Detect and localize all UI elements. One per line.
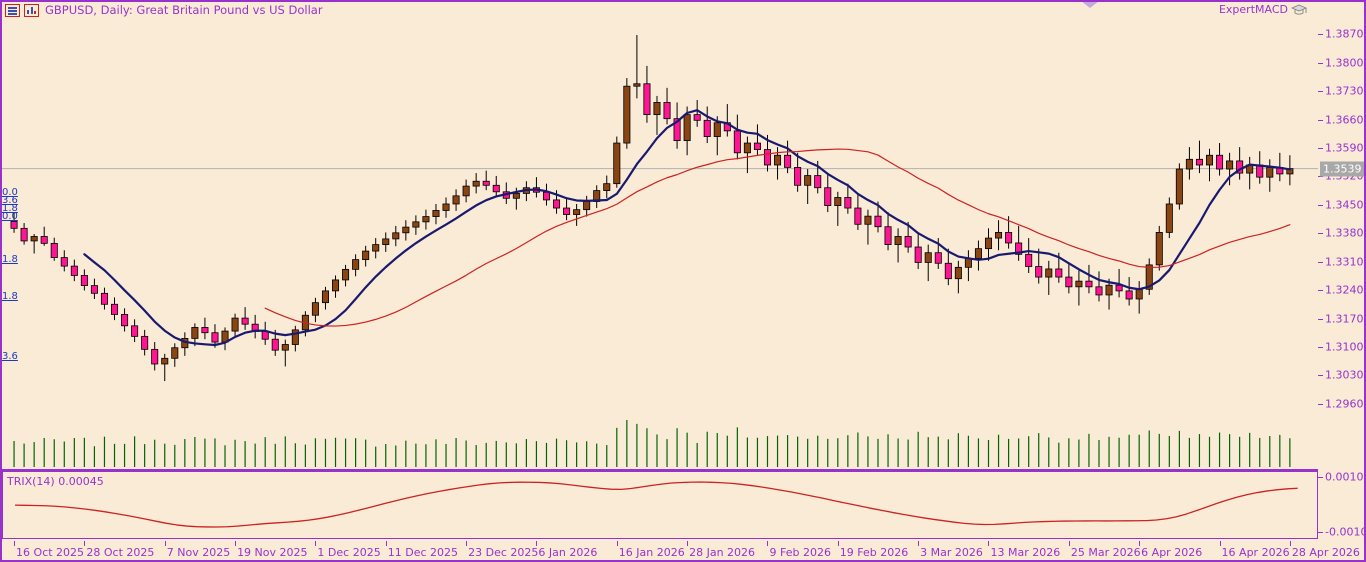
date-axis-label: 25 Mar 2026 xyxy=(1070,546,1141,559)
date-tick xyxy=(616,541,618,546)
date-tick xyxy=(164,541,166,546)
date-tick xyxy=(918,541,920,546)
price-tick xyxy=(1318,119,1323,121)
price-tick xyxy=(1318,375,1323,377)
price-axis-label: 1.3100 xyxy=(1325,340,1364,354)
date-axis-label: 1 Dec 2025 xyxy=(317,546,381,559)
date-tick xyxy=(988,541,990,546)
expert-advisor-label: ExpertMACD xyxy=(1218,3,1288,16)
date-axis-label: 3 Mar 2026 xyxy=(920,546,983,559)
price-axis-label: 1.3170 xyxy=(1325,312,1364,325)
date-axis-label: 28 Jan 2026 xyxy=(689,546,756,559)
date-axis-label: 6 Apr 2026 xyxy=(1141,546,1203,559)
date-axis-label: 9 Feb 2026 xyxy=(769,546,831,559)
price-axis-label: 1.3730 xyxy=(1325,84,1364,98)
price-axis[interactable]: 1.3870 1.3800 1.3730 1.3660 1.3590 1.3520 1.34… xyxy=(1318,0,1366,469)
date-axis-label: 16 Jan 2026 xyxy=(618,546,685,559)
price-tick xyxy=(1318,318,1323,320)
date-axis-label: 6 Jan 2026 xyxy=(538,546,598,559)
date-axis-label: 19 Feb 2026 xyxy=(839,546,909,559)
date-tick xyxy=(84,541,86,546)
price-tick xyxy=(1318,204,1323,206)
price-tick xyxy=(1318,34,1323,36)
price-axis-label: 1.3870 xyxy=(1325,27,1364,41)
trix-indicator-pane[interactable]: TRIX(14) 0.00045 xyxy=(2,471,1318,539)
current-price-badge: 1.3539 xyxy=(1320,161,1366,177)
price-tick xyxy=(1318,147,1323,149)
date-axis-label: 28 Apr 2026 xyxy=(1291,546,1360,559)
triangle-marker-icon xyxy=(1081,1,1099,8)
level-label: 1.8 xyxy=(2,254,18,265)
level-label: 0.0 xyxy=(2,211,18,222)
date-tick xyxy=(536,541,538,546)
date-axis-label: 13 Mar 2026 xyxy=(990,546,1061,559)
price-tick xyxy=(1318,261,1323,263)
indicator-axis-label: -0.00106 xyxy=(1325,525,1366,539)
date-tick xyxy=(687,541,689,546)
date-axis-label: 28 Oct 2025 xyxy=(86,546,155,559)
page-title: GBPUSD, Daily: Great Britain Pound vs US… xyxy=(45,3,323,17)
date-axis-label: 11 Dec 2025 xyxy=(387,546,459,559)
date-tick xyxy=(1139,541,1141,546)
date-axis-label: 16 Oct 2025 xyxy=(16,546,85,559)
price-axis-label: 1.3240 xyxy=(1325,283,1364,297)
level-label: 1.8 xyxy=(2,203,18,214)
indicator-axis-label: 0.00101 xyxy=(1325,470,1366,484)
trix-plot xyxy=(15,481,1298,528)
date-axis-label: 16 Apr 2026 xyxy=(1221,546,1290,559)
graduation-cap-icon xyxy=(1291,4,1307,15)
chart-icon[interactable] xyxy=(24,4,39,17)
trix-label: TRIX(14) 0.00045 xyxy=(7,475,104,488)
price-axis-label: 1.3030 xyxy=(1325,368,1364,382)
date-tick xyxy=(837,541,839,546)
price-axis-label: 1.2960 xyxy=(1325,397,1364,411)
candlestick-plot xyxy=(2,35,1318,467)
date-tick xyxy=(767,541,769,546)
date-tick xyxy=(1068,541,1070,546)
indicator-tick xyxy=(1318,477,1323,478)
price-axis-label: 1.3450 xyxy=(1325,198,1364,212)
date-tick xyxy=(1289,541,1291,546)
price-tick xyxy=(1318,176,1323,178)
date-tick xyxy=(1219,541,1221,546)
date-axis-label: 23 Dec 2025 xyxy=(468,546,539,559)
price-tick xyxy=(1318,233,1323,235)
date-axis-label: 19 Nov 2025 xyxy=(237,546,308,559)
price-axis-label: 1.3380 xyxy=(1325,226,1364,240)
price-tick xyxy=(1318,62,1323,64)
price-tick xyxy=(1318,403,1323,405)
date-tick xyxy=(235,541,237,546)
chart-header: GBPUSD, Daily: Great Britain Pound vs US… xyxy=(0,0,1366,20)
price-tick xyxy=(1318,346,1323,348)
date-tick xyxy=(466,541,468,546)
price-chart-pane[interactable] xyxy=(2,20,1318,469)
level-label: 3.6 xyxy=(2,351,18,362)
price-axis-label: 1.3660 xyxy=(1325,113,1364,126)
list-icon[interactable] xyxy=(5,4,20,17)
level-label: 3.6 xyxy=(2,195,18,206)
price-axis-label: 1.3800 xyxy=(1325,56,1364,70)
date-axis-label: 7 Nov 2025 xyxy=(166,546,231,559)
price-tick xyxy=(1318,91,1323,93)
pane-divider xyxy=(2,469,1318,471)
date-axis[interactable]: 16 Oct 2025 28 Oct 2025 7 Nov 2025 19 Nov 2… xyxy=(0,541,1366,562)
date-tick xyxy=(14,541,16,546)
level-label: 1.8 xyxy=(2,291,18,302)
date-tick xyxy=(315,541,317,546)
indicator-tick xyxy=(1318,532,1323,533)
price-axis-label: 1.3590 xyxy=(1325,141,1364,155)
price-tick xyxy=(1318,290,1323,292)
level-label: 0.0 xyxy=(2,187,18,198)
indicator-axis: 0.00101 -0.00106 xyxy=(1318,469,1366,541)
date-tick xyxy=(385,541,387,546)
price-axis-label: 1.3310 xyxy=(1325,255,1364,269)
